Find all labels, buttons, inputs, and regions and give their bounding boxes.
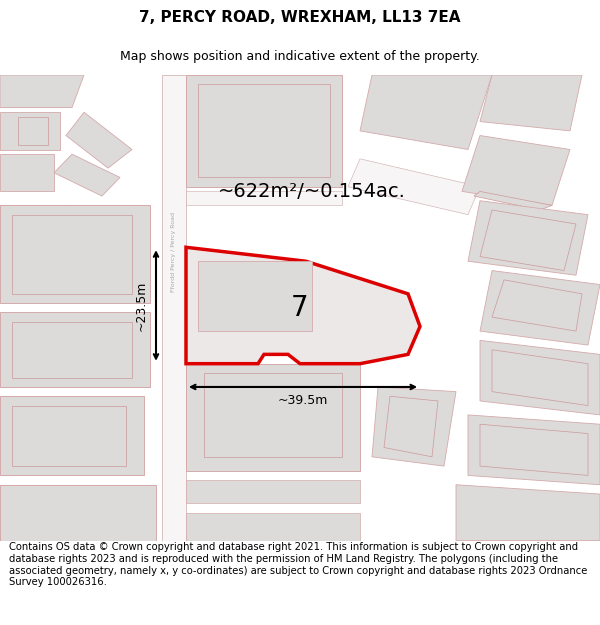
Polygon shape (12, 214, 132, 294)
Polygon shape (360, 75, 492, 149)
Polygon shape (0, 75, 84, 108)
Polygon shape (0, 312, 150, 387)
Polygon shape (186, 480, 360, 503)
Polygon shape (480, 210, 576, 271)
Polygon shape (198, 84, 330, 177)
Polygon shape (492, 350, 588, 406)
Polygon shape (0, 112, 60, 149)
Text: ~622m²/~0.154ac.: ~622m²/~0.154ac. (218, 182, 406, 201)
Text: ~39.5m: ~39.5m (278, 394, 328, 408)
Text: ~23.5m: ~23.5m (134, 280, 148, 331)
Polygon shape (372, 387, 456, 466)
Polygon shape (468, 201, 588, 275)
Polygon shape (186, 248, 420, 364)
Polygon shape (204, 373, 342, 457)
Polygon shape (480, 341, 600, 415)
Polygon shape (54, 154, 120, 196)
Polygon shape (0, 206, 150, 303)
Polygon shape (468, 415, 600, 485)
Polygon shape (480, 75, 582, 131)
Text: 7, PERCY ROAD, WREXHAM, LL13 7EA: 7, PERCY ROAD, WREXHAM, LL13 7EA (139, 9, 461, 24)
Text: Map shows position and indicative extent of the property.: Map shows position and indicative extent… (120, 50, 480, 62)
Polygon shape (0, 485, 156, 541)
Polygon shape (474, 191, 552, 210)
Polygon shape (186, 512, 360, 541)
Polygon shape (348, 159, 480, 214)
Text: Ffordd Percy / Percy Road: Ffordd Percy / Percy Road (172, 212, 176, 292)
Polygon shape (18, 117, 48, 145)
Polygon shape (198, 261, 312, 331)
Polygon shape (162, 75, 186, 541)
Polygon shape (12, 322, 132, 378)
Polygon shape (12, 406, 126, 466)
Polygon shape (48, 206, 114, 242)
Polygon shape (480, 271, 600, 345)
Polygon shape (66, 112, 132, 168)
Polygon shape (492, 280, 582, 331)
Polygon shape (0, 396, 144, 476)
Polygon shape (456, 485, 600, 541)
Polygon shape (186, 75, 342, 187)
Polygon shape (480, 424, 588, 476)
Polygon shape (186, 191, 342, 206)
Polygon shape (462, 136, 570, 206)
Polygon shape (12, 214, 84, 261)
Polygon shape (0, 154, 54, 191)
Text: Contains OS data © Crown copyright and database right 2021. This information is : Contains OS data © Crown copyright and d… (9, 542, 587, 587)
Polygon shape (384, 396, 438, 457)
Polygon shape (186, 364, 360, 471)
Text: 7: 7 (291, 294, 309, 322)
